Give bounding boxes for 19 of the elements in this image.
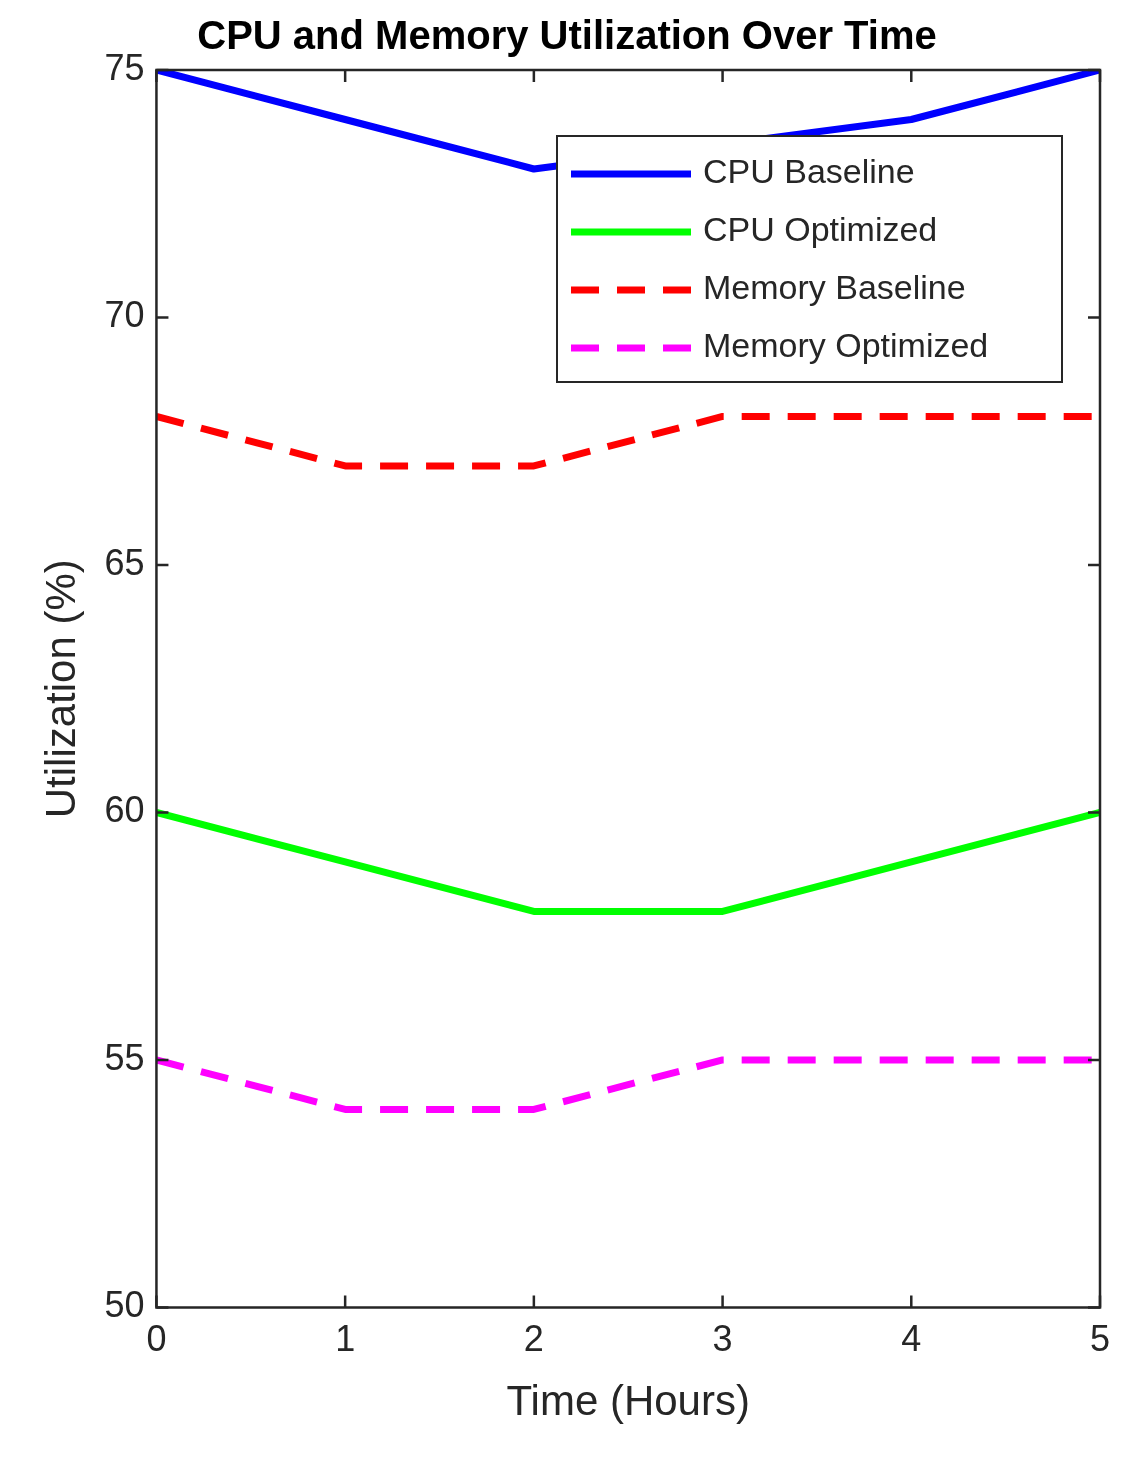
legend-label: Memory Baseline bbox=[703, 268, 966, 307]
x-axis-title: Time (Hours) bbox=[506, 1377, 750, 1425]
y-tick-label: 60 bbox=[104, 789, 145, 831]
y-tick-label: 65 bbox=[104, 541, 145, 583]
x-tick-label: 1 bbox=[335, 1317, 356, 1359]
y-tick-label: 70 bbox=[104, 294, 145, 336]
y-tick-label: 55 bbox=[104, 1036, 145, 1078]
x-tick-label: 3 bbox=[712, 1317, 733, 1359]
x-tick-label: 5 bbox=[1089, 1317, 1111, 1359]
x-tick-label: 0 bbox=[146, 1317, 167, 1359]
y-axis-title: Utilization (%) bbox=[36, 559, 84, 819]
legend-label: CPU Optimized bbox=[703, 210, 938, 249]
y-tick-label: 50 bbox=[104, 1284, 145, 1326]
legend-label: Memory Optimized bbox=[703, 326, 989, 365]
x-tick-label: 2 bbox=[523, 1317, 544, 1359]
y-tick-label: 75 bbox=[104, 46, 145, 88]
x-tick-label: 4 bbox=[901, 1317, 922, 1359]
chart-title: CPU and Memory Utilization Over Time bbox=[197, 13, 937, 58]
legend-label: CPU Baseline bbox=[703, 152, 915, 191]
